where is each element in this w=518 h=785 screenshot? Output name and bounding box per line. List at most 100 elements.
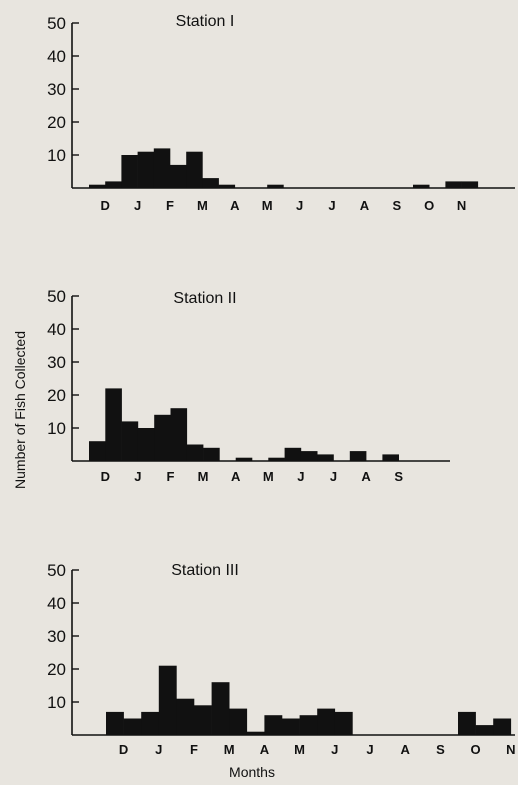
x-tick-label: M bbox=[263, 469, 274, 484]
bar bbox=[229, 708, 248, 735]
x-tick-label: D bbox=[119, 742, 128, 757]
x-tick-label: J bbox=[297, 469, 304, 484]
x-tick-label: F bbox=[167, 469, 175, 484]
bar bbox=[382, 454, 399, 461]
bar bbox=[202, 178, 219, 188]
bar bbox=[158, 665, 177, 735]
chart-title: Station III bbox=[171, 562, 239, 579]
x-tick-label: S bbox=[392, 198, 401, 213]
y-tick-label: 40 bbox=[47, 47, 66, 66]
bar bbox=[137, 151, 155, 188]
x-tick-label: J bbox=[366, 742, 373, 757]
bar bbox=[268, 457, 285, 461]
x-tick-label: M bbox=[294, 742, 305, 757]
x-tick-label: O bbox=[424, 198, 434, 213]
x-tick-label: J bbox=[134, 469, 141, 484]
x-tick-label: F bbox=[190, 742, 198, 757]
x-tick-label: M bbox=[262, 198, 273, 213]
x-tick-label: N bbox=[457, 198, 466, 213]
bar bbox=[218, 184, 236, 188]
bar bbox=[317, 708, 336, 735]
bar bbox=[137, 428, 155, 461]
chart-panel-1: Station I 10 20 30 40 50 D J F M A M J J A S O N bbox=[47, 13, 515, 213]
bar bbox=[235, 457, 253, 461]
bar bbox=[475, 725, 494, 735]
chart-panels: Station I 10 20 30 40 50 D J F M A M J J A S O N Station I… bbox=[47, 13, 515, 757]
bar bbox=[211, 682, 230, 735]
chart-panel-3: Station III 10 20 30 40 50 D J F M A M J J A S O N bbox=[47, 561, 515, 757]
bar bbox=[299, 715, 318, 735]
bar bbox=[264, 715, 283, 735]
x-tick-label: J bbox=[328, 198, 335, 213]
bar bbox=[121, 155, 138, 188]
bar bbox=[105, 388, 122, 461]
bar bbox=[89, 184, 106, 188]
bar bbox=[267, 184, 284, 188]
bar bbox=[141, 711, 160, 735]
x-tick-label: J bbox=[331, 742, 338, 757]
bar bbox=[493, 718, 512, 735]
y-tick-label: 20 bbox=[47, 113, 66, 132]
bar bbox=[317, 454, 334, 461]
bar bbox=[334, 711, 353, 735]
y-tick-label: 10 bbox=[47, 146, 66, 165]
x-tick-label: A bbox=[231, 469, 241, 484]
bar bbox=[458, 711, 476, 735]
x-tick-label: A bbox=[401, 742, 411, 757]
bar bbox=[89, 441, 106, 461]
y-tick-label: 10 bbox=[47, 419, 66, 438]
y-tick-label: 20 bbox=[47, 386, 66, 405]
y-tick-label: 40 bbox=[47, 320, 66, 339]
x-tick-label: O bbox=[471, 742, 481, 757]
bar bbox=[445, 181, 462, 188]
x-tick-label: A bbox=[361, 469, 371, 484]
chart-title: Station II bbox=[173, 290, 236, 307]
x-tick-label: M bbox=[198, 469, 209, 484]
x-tick-label: J bbox=[330, 469, 337, 484]
bar bbox=[170, 164, 187, 188]
bar bbox=[186, 151, 203, 188]
x-tick-label: N bbox=[506, 742, 515, 757]
x-tick-label: J bbox=[296, 198, 303, 213]
y-tick-label: 50 bbox=[47, 14, 66, 33]
y-tick-label: 30 bbox=[47, 353, 66, 372]
x-tick-label: A bbox=[360, 198, 370, 213]
bar bbox=[186, 444, 204, 461]
x-tick-label: A bbox=[260, 742, 270, 757]
bar bbox=[154, 414, 171, 461]
bar bbox=[461, 181, 479, 188]
bar bbox=[282, 718, 300, 735]
y-tick-label: 40 bbox=[47, 594, 66, 613]
bar bbox=[123, 718, 142, 735]
y-tick-label: 30 bbox=[47, 80, 66, 99]
bar bbox=[106, 711, 124, 735]
x-tick-label: F bbox=[166, 198, 174, 213]
bar bbox=[300, 451, 318, 461]
bar bbox=[153, 148, 171, 188]
bar bbox=[121, 421, 139, 461]
x-tick-label: J bbox=[155, 742, 162, 757]
chart-panel-2: Station II 10 20 30 40 50 D J F M A M J J A S bbox=[47, 287, 450, 484]
bar bbox=[413, 184, 430, 188]
bar bbox=[176, 698, 195, 735]
x-tick-label: A bbox=[230, 198, 240, 213]
bar bbox=[194, 705, 212, 735]
x-tick-label: D bbox=[101, 198, 110, 213]
bar bbox=[105, 181, 122, 188]
y-tick-label: 30 bbox=[47, 627, 66, 646]
x-tick-label: S bbox=[436, 742, 445, 757]
bar bbox=[246, 731, 265, 735]
bar bbox=[284, 447, 302, 461]
bar bbox=[170, 408, 188, 461]
chart-title: Station I bbox=[176, 13, 235, 30]
bar bbox=[203, 447, 220, 461]
x-tick-label: D bbox=[101, 469, 110, 484]
x-tick-label: M bbox=[224, 742, 235, 757]
y-tick-label: 50 bbox=[47, 561, 66, 580]
x-tick-label: S bbox=[394, 469, 403, 484]
bar bbox=[349, 451, 367, 461]
y-tick-label: 20 bbox=[47, 660, 66, 679]
x-tick-label: J bbox=[134, 198, 141, 213]
x-axis-title: Months bbox=[229, 764, 275, 780]
